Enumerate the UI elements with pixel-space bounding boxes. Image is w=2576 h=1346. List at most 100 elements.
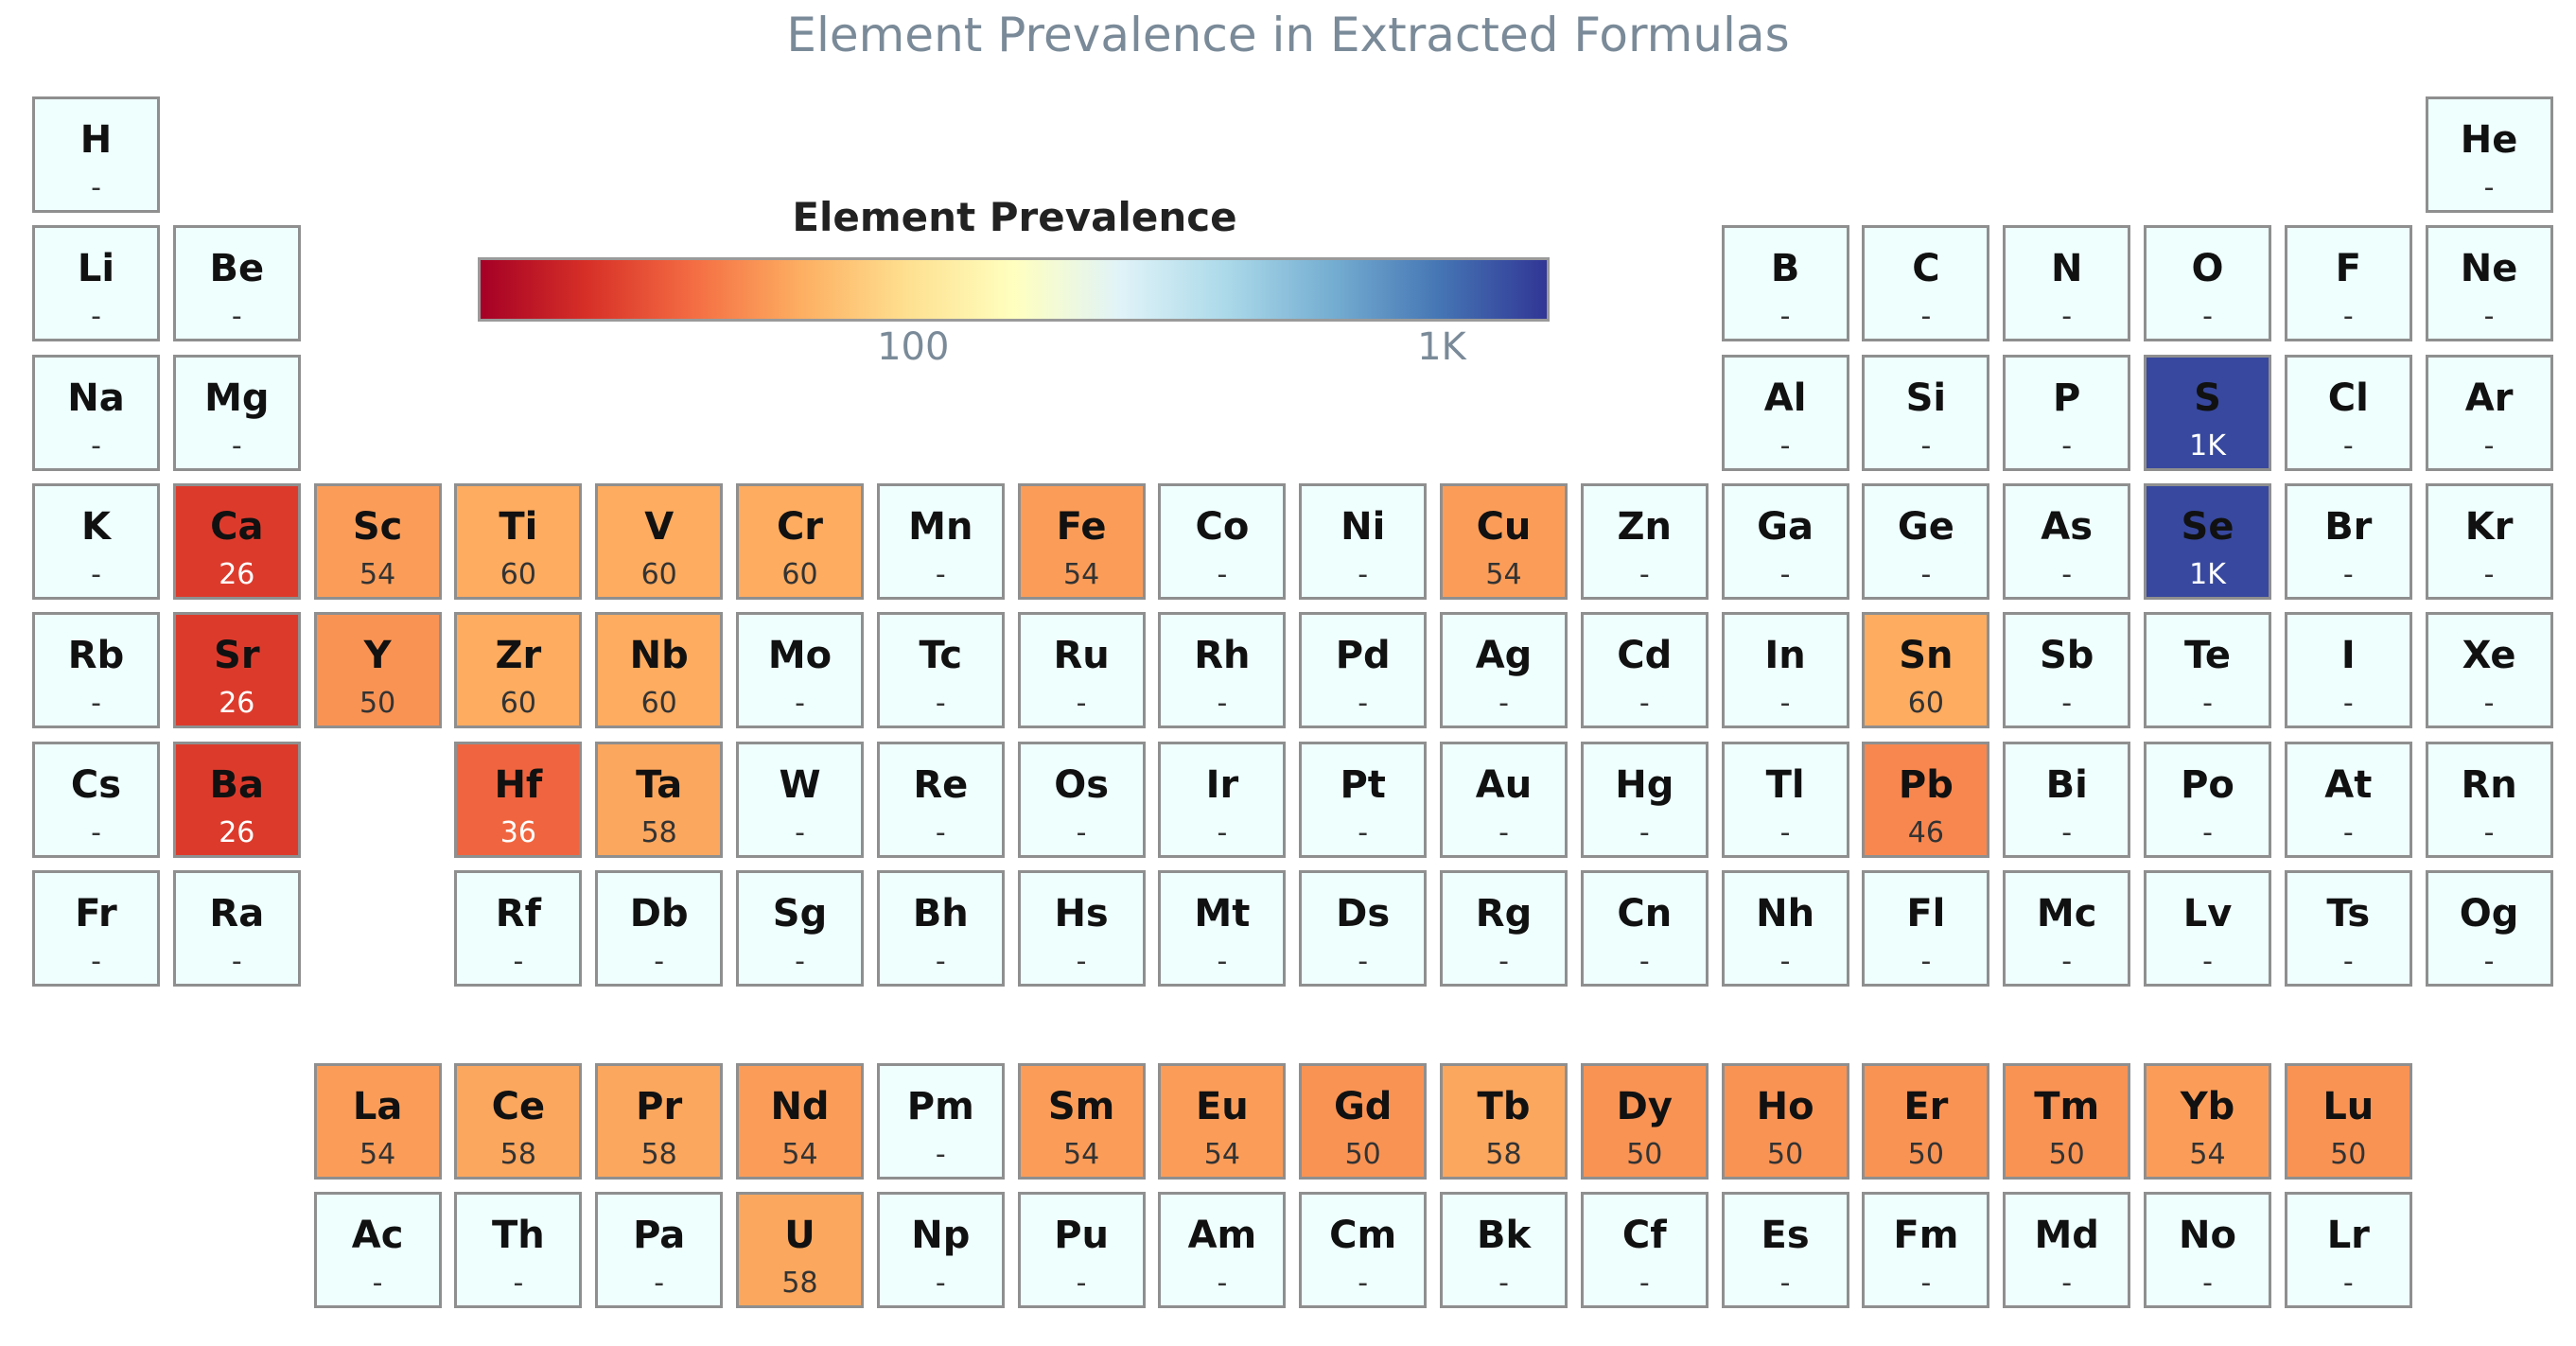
element-cell-sb: Sb - <box>2003 612 2131 729</box>
element-symbol: Sm <box>1047 1085 1115 1129</box>
element-cell-db: Db - <box>595 869 724 987</box>
element-symbol: Am <box>1187 1214 1257 1258</box>
element-cell-hs: Hs - <box>1017 869 1146 987</box>
element-value: - <box>2483 171 2495 204</box>
element-value: 54 <box>1063 1138 1100 1172</box>
element-cell-nh: Nh - <box>1721 869 1849 987</box>
element-symbol: P <box>2053 376 2081 420</box>
element-value: - <box>2483 944 2495 978</box>
element-symbol: Xe <box>2462 634 2516 678</box>
element-symbol: Li <box>77 247 115 291</box>
element-value: - <box>795 944 805 978</box>
element-cell-cs: Cs - <box>32 741 160 858</box>
element-symbol: Ds <box>1336 891 1391 935</box>
element-value: - <box>91 815 101 849</box>
element-symbol: Pu <box>1054 1214 1109 1258</box>
element-value: - <box>1217 687 1228 721</box>
element-cell-sr: Sr 26 <box>172 612 301 729</box>
element-value: 50 <box>1344 1138 1381 1172</box>
element-symbol: Hg <box>1615 762 1674 807</box>
element-value: - <box>1498 687 1509 721</box>
element-cell-lu: Lu 50 <box>2284 1063 2412 1180</box>
element-value: - <box>91 300 101 334</box>
element-value: - <box>1638 687 1650 721</box>
element-symbol: Zn <box>1617 504 1673 549</box>
element-cell-ce: Ce 58 <box>454 1063 583 1180</box>
element-cell-dy: Dy 50 <box>1580 1063 1709 1180</box>
element-cell-ar: Ar - <box>2425 354 2553 471</box>
element-symbol: Au <box>1475 762 1533 807</box>
element-symbol: Y <box>363 634 392 678</box>
element-value: 50 <box>2330 1138 2367 1172</box>
element-value: - <box>513 1267 524 1301</box>
element-symbol: Og <box>2459 891 2519 935</box>
element-symbol: Es <box>1761 1214 1810 1258</box>
element-symbol: Sr <box>214 634 260 678</box>
element-symbol: Ir <box>1205 762 1239 807</box>
element-value: - <box>2061 687 2073 721</box>
element-value: - <box>2061 557 2073 591</box>
element-cell-ag: Ag - <box>1440 612 1568 729</box>
element-cell-o: O- <box>2144 225 2271 342</box>
element-value: - <box>935 687 946 721</box>
element-value: - <box>2483 815 2495 849</box>
element-value: 50 <box>1626 1138 1663 1172</box>
element-cell-au: Au - <box>1440 741 1568 858</box>
element-symbol: Bh <box>912 891 969 935</box>
element-cell-eu: Eu 54 <box>1158 1063 1287 1180</box>
element-value: 58 <box>640 1138 677 1172</box>
element-symbol: Lu <box>2322 1085 2374 1129</box>
element-value: 58 <box>640 815 677 849</box>
element-value: 60 <box>640 557 677 591</box>
element-cell-be: Be - <box>172 225 301 342</box>
element-value: - <box>1076 1267 1087 1301</box>
element-cell-w: W- <box>736 741 864 858</box>
element-cell-mt: Mt - <box>1158 869 1287 987</box>
element-symbol: Ru <box>1053 634 1110 678</box>
element-symbol: Te <box>2183 634 2232 678</box>
element-symbol: Ti <box>499 504 538 549</box>
element-value: 50 <box>2048 1138 2085 1172</box>
element-symbol: Re <box>913 762 969 807</box>
element-cell-rg: Rg - <box>1440 869 1568 987</box>
element-symbol: Mt <box>1194 891 1251 935</box>
element-symbol: Se <box>2181 504 2234 549</box>
element-cell-b: B- <box>1721 225 1849 342</box>
element-cell-p: P- <box>2003 354 2131 471</box>
element-value: - <box>1779 428 1791 463</box>
element-cell-ds: Ds - <box>1299 869 1428 987</box>
element-value: - <box>1358 557 1369 591</box>
element-cell-tb: Tb 58 <box>1440 1063 1568 1180</box>
element-value: - <box>1779 300 1791 334</box>
element-cell-mg: Mg - <box>172 354 301 471</box>
element-cell-hg: Hg - <box>1580 741 1709 858</box>
element-cell-mc: Mc - <box>2003 869 2131 987</box>
element-value: - <box>372 1267 383 1301</box>
element-cell-po: Po - <box>2144 741 2271 858</box>
element-symbol: Na <box>67 376 125 420</box>
element-symbol: Nd <box>770 1085 830 1129</box>
element-cell-cm: Cm - <box>1299 1192 1428 1309</box>
element-symbol: Nb <box>629 634 689 678</box>
element-cell-ge: Ge - <box>1862 482 1990 600</box>
element-cell-md: Md - <box>2003 1192 2131 1309</box>
element-value: - <box>2202 944 2213 978</box>
element-symbol: Ac <box>351 1214 404 1258</box>
element-symbol: Br <box>2324 504 2373 549</box>
element-cell-es: Es - <box>1721 1192 1849 1309</box>
element-value: - <box>1076 944 1087 978</box>
element-symbol: Zr <box>495 634 542 678</box>
element-symbol: Lr <box>2326 1214 2370 1258</box>
element-value: - <box>1779 557 1791 591</box>
element-value: - <box>1920 944 1932 978</box>
element-symbol: Cf <box>1621 1214 1667 1258</box>
element-cell-pt: Pt - <box>1299 741 1428 858</box>
element-value: - <box>2342 944 2354 978</box>
element-cell-am: Am - <box>1158 1192 1287 1309</box>
element-value: 58 <box>499 1138 536 1172</box>
element-value: - <box>2061 815 2073 849</box>
element-symbol: Cn <box>1617 891 1673 935</box>
element-symbol: Tc <box>919 634 963 678</box>
element-symbol: Ts <box>2326 891 2371 935</box>
element-symbol: Lv <box>2182 891 2233 935</box>
